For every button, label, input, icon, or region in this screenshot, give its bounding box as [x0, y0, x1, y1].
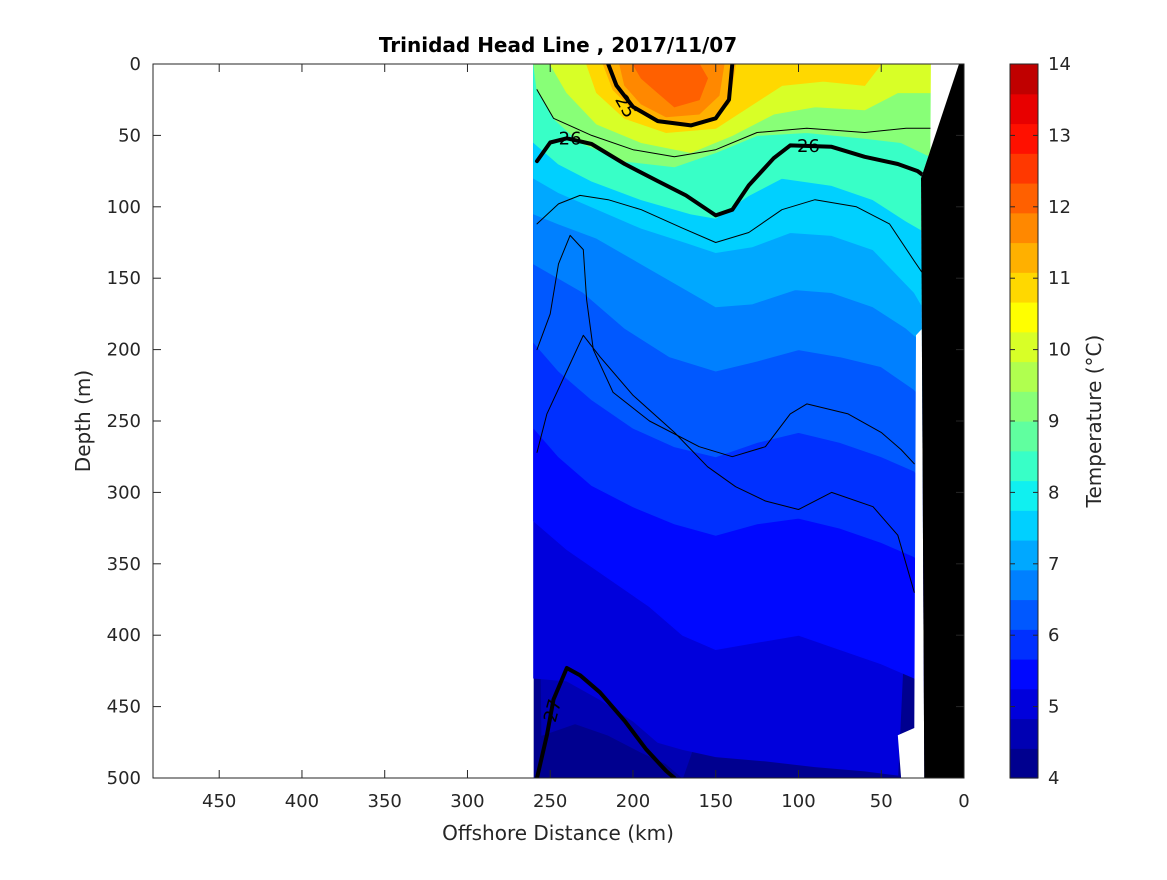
y-tick-label: 300 [107, 482, 141, 503]
density-contour-minor [536, 234, 915, 465]
y-tick-label: 250 [107, 411, 141, 432]
colorbar-swatch [1010, 123, 1038, 154]
axes-layer: 450 400 350 300 250 200 150 100 50 00501001502002… [107, 54, 970, 812]
y-axis-title: Depth (m) [71, 370, 95, 472]
x-tick-label: 450 [202, 791, 236, 812]
colorbar-tick-label: 11 [1048, 268, 1071, 289]
y-tick-label: 200 [107, 340, 141, 361]
colorbar-swatch [1010, 64, 1038, 95]
chart-title: Trinidad Head Line , 2017/11/07 [379, 33, 737, 57]
colorbar-swatch [1010, 480, 1038, 511]
colorbar: 4 5 6 7 8 9 10 11 12 13 14 [1009, 54, 1071, 789]
colorbar-tick-label: 10 [1048, 340, 1071, 361]
colorbar-swatch [1010, 183, 1038, 214]
y-tick-label: 150 [107, 268, 141, 289]
colorbar-tick-label: 13 [1048, 125, 1071, 146]
colorbar-tick-label: 5 [1048, 697, 1059, 718]
x-tick-label: 0 [958, 791, 969, 812]
temperature-band [533, 64, 931, 118]
mask-layer [897, 64, 964, 778]
colorbar-swatch [1010, 212, 1038, 244]
x-tick-label: 350 [368, 791, 402, 812]
x-tick-label: 50 [870, 791, 893, 812]
colorbar-swatch [1010, 718, 1038, 749]
colorbar-tick-label: 7 [1048, 554, 1059, 575]
density-contour-major [606, 64, 735, 128]
contour-label: 26 [559, 129, 582, 150]
temperature-band [533, 64, 931, 108]
y-tick-label: 450 [107, 697, 141, 718]
x-tick-label: 400 [285, 791, 319, 812]
colorbar-swatch [1010, 361, 1038, 392]
density-contour-minor [536, 194, 932, 286]
colorbar-title: Temperature (°C) [1082, 335, 1106, 509]
y-tick-label: 350 [107, 554, 141, 575]
colorbar-tick-label: 8 [1048, 482, 1059, 503]
colorbar-tick-label: 12 [1048, 197, 1071, 218]
density-contour-minor [536, 334, 915, 593]
x-axis-title: Offshore Distance (km) [442, 821, 674, 845]
contour-label: 26 [797, 136, 820, 157]
density-contour-major [535, 666, 677, 778]
colorbar-tick-label: 14 [1048, 54, 1071, 75]
colorbar-swatch [1010, 569, 1038, 601]
colorbar-swatch [1010, 331, 1038, 363]
y-tick-label: 400 [107, 625, 141, 646]
colorbar-tick-label: 4 [1048, 768, 1059, 789]
colorbar-swatch [1010, 659, 1038, 690]
colorbar-swatch [1010, 391, 1038, 422]
x-tick-label: 250 [533, 791, 567, 812]
x-tick-label: 150 [699, 791, 733, 812]
colorbar-swatch [1010, 540, 1038, 571]
density-contour-major [535, 136, 933, 218]
y-tick-label: 0 [130, 54, 141, 75]
colorbar-swatch [1010, 93, 1038, 125]
density-contour-minor [536, 89, 932, 158]
colorbar-tick-label: 9 [1048, 411, 1059, 432]
colorbar-swatch [1010, 450, 1038, 482]
x-tick-label: 100 [781, 791, 815, 812]
y-tick-label: 100 [107, 197, 141, 218]
x-tick-label: 200 [616, 791, 650, 812]
x-tick-label: 300 [450, 791, 484, 812]
colorbar-swatch [1010, 688, 1038, 720]
temperature-fill-layer [533, 64, 932, 778]
y-tick-label: 500 [107, 768, 141, 789]
colorbar-swatch [1010, 629, 1038, 660]
colorbar-swatch [1010, 748, 1038, 779]
colorbar-swatch [1010, 510, 1038, 541]
y-tick-label: 50 [118, 125, 141, 146]
colorbar-swatch [1010, 153, 1038, 184]
colorbar-tick-label: 6 [1048, 625, 1059, 646]
colorbar-swatch [1010, 599, 1038, 630]
seafloor-shape [921, 64, 964, 778]
colorbar-swatch [1010, 421, 1038, 452]
colorbar-swatch [1010, 242, 1038, 273]
colorbar-swatch [1010, 272, 1038, 303]
colorbar-swatch [1010, 302, 1038, 333]
